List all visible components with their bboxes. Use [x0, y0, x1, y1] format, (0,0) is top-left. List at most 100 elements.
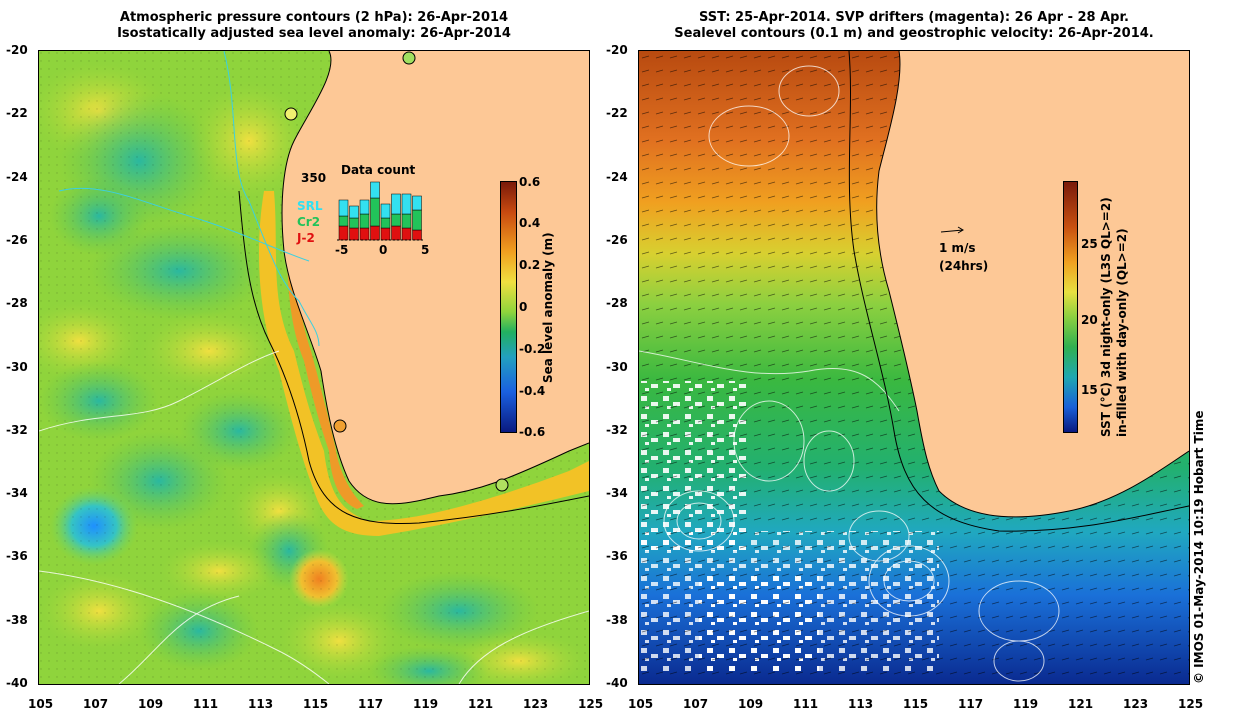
histogram-bar — [412, 229, 422, 241]
x-tick-label: 109 — [138, 697, 164, 711]
right-map-panel: 1 m/s (24hrs) 25 20 15 SST (°C) 3d night… — [638, 50, 1190, 685]
x-tick-label: 113 — [248, 697, 274, 711]
inset-ymax: 350 — [301, 171, 327, 185]
histogram-bar — [349, 227, 359, 241]
sla-cb-tick: 0 — [519, 300, 528, 314]
x-tick-label: 121 — [1068, 697, 1094, 711]
sla-cb-tick: 0.6 — [519, 175, 541, 189]
histogram-bar — [370, 225, 380, 241]
histogram-bar — [391, 193, 401, 215]
sla-colorbar-label: Sea level anomaly (m) — [541, 232, 555, 383]
y-tick-label: -32 — [606, 422, 628, 437]
x-tick-label: 123 — [523, 697, 549, 711]
sst-colorbar-label-line2: in-filled with day-only (QL>=2) — [1115, 228, 1129, 437]
histogram-bar — [370, 181, 380, 199]
x-tick-label: 117 — [358, 697, 384, 711]
y-tick-label: -30 — [6, 359, 28, 374]
sst-cb-tick: 20 — [1081, 313, 1098, 327]
histogram-bar — [380, 217, 391, 229]
histogram-bar — [412, 195, 422, 211]
y-tick-label: -28 — [6, 296, 28, 311]
right-title-line2: Sealevel contours (0.1 m) and geostrophi… — [674, 26, 1154, 41]
y-tick-label: -38 — [606, 612, 628, 627]
sst-colorbar — [1063, 181, 1078, 433]
x-tick-label: 117 — [958, 697, 984, 711]
sla-cb-tick: -0.4 — [519, 384, 546, 398]
right-title-line1: SST: 25-Apr-2014. SVP drifters (magenta)… — [699, 10, 1129, 25]
tide-gauge-marker — [402, 51, 416, 65]
histogram-bar — [359, 199, 370, 215]
x-tick-label: 107 — [683, 697, 709, 711]
y-tick-label: -26 — [606, 232, 628, 247]
histogram-bar — [401, 213, 412, 229]
left-title-line1: Atmospheric pressure contours (2 hPa): 2… — [119, 10, 509, 25]
left-title-line2: Isostatically adjusted sea level anomaly… — [117, 26, 511, 41]
histogram-bar — [359, 213, 370, 229]
tide-gauge-marker — [495, 478, 509, 492]
y-tick-label: -36 — [606, 549, 628, 564]
histogram-bar — [391, 213, 401, 227]
sst-cb-tick: 25 — [1081, 237, 1098, 251]
histogram-bar — [359, 227, 370, 241]
inset-xtick-left: -5 — [335, 243, 349, 257]
tide-gauge-marker — [284, 107, 298, 121]
x-tick-label: 123 — [1123, 697, 1149, 711]
histogram-bar — [349, 205, 359, 219]
y-tick-label: -34 — [6, 486, 28, 501]
inset-xtick-mid: 0 — [379, 243, 388, 257]
x-tick-label: 119 — [413, 697, 439, 711]
histogram-bar — [370, 197, 380, 227]
sla-cb-tick: 0.4 — [519, 216, 541, 230]
sla-cb-tick: -0.6 — [519, 425, 546, 439]
imos-credit: © IMOS 01-May-2014 10:19 Hobart Time — [1192, 410, 1206, 684]
histogram-bar — [412, 209, 422, 231]
sla-cb-tick: 0.2 — [519, 258, 541, 272]
y-tick-label: -22 — [606, 106, 628, 121]
x-tick-label: 111 — [793, 697, 819, 711]
x-tick-label: 119 — [1013, 697, 1039, 711]
sst-cb-tick: 15 — [1081, 383, 1098, 397]
x-tick-label: 113 — [848, 697, 874, 711]
inset-legend-cr2: Cr2 — [297, 215, 321, 229]
y-tick-label: -28 — [606, 296, 628, 311]
sla-cb-tick: -0.2 — [519, 342, 546, 356]
x-tick-label: 115 — [903, 697, 929, 711]
y-tick-label: -30 — [606, 359, 628, 374]
inset-legend-j2: J-2 — [297, 231, 315, 245]
x-tick-label: 105 — [628, 697, 654, 711]
histogram-bar — [338, 225, 349, 241]
histogram-bar — [338, 199, 349, 217]
y-tick-label: -36 — [6, 549, 28, 564]
y-tick-label: -24 — [606, 169, 628, 184]
y-tick-label: -40 — [606, 676, 628, 690]
histogram-bar — [380, 203, 391, 219]
x-tick-label: 115 — [303, 697, 329, 711]
left-map-panel: Data count 350 SRL Cr2 J-2 -5 0 5 0.6 0.… — [38, 50, 590, 685]
histogram-bar — [349, 217, 359, 229]
y-tick-label: -40 — [6, 676, 28, 690]
y-tick-label: -24 — [6, 169, 28, 184]
y-tick-label: -34 — [606, 486, 628, 501]
tide-gauge-marker — [333, 419, 347, 433]
x-tick-label: 125 — [578, 697, 604, 711]
x-tick-label: 109 — [738, 697, 764, 711]
histogram-bar — [391, 225, 401, 241]
inset-xtick-right: 5 — [421, 243, 430, 257]
x-tick-label: 107 — [83, 697, 109, 711]
sea-level-anomaly-map — [39, 51, 589, 684]
velocity-scale-label: 1 m/s — [939, 241, 976, 255]
data-count-histogram — [337, 181, 425, 241]
inset-legend-srl: SRL — [297, 199, 323, 213]
histogram-bar — [338, 215, 349, 227]
histogram-bar — [401, 227, 412, 241]
sst-colorbar-label-line1: SST (°C) 3d night-only (L3S QL>=2) — [1099, 197, 1113, 437]
y-tick-label: -38 — [6, 612, 28, 627]
x-tick-label: 105 — [28, 697, 54, 711]
sst-map — [639, 51, 1189, 684]
inset-title: Data count — [341, 163, 416, 177]
y-tick-label: -20 — [6, 43, 28, 57]
y-tick-label: -26 — [6, 232, 28, 247]
y-tick-label: -20 — [606, 43, 628, 57]
sla-colorbar — [500, 181, 517, 433]
histogram-bar — [380, 227, 391, 241]
